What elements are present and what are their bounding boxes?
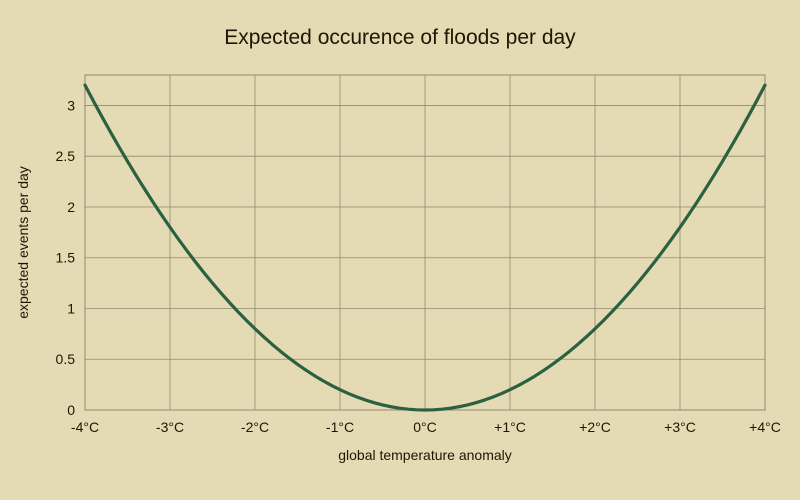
x-tick-label: +1°C bbox=[494, 419, 526, 435]
x-tick-label: -3°C bbox=[156, 419, 184, 435]
x-tick-label: +2°C bbox=[579, 419, 611, 435]
y-tick-label: 2.5 bbox=[56, 148, 76, 164]
x-tick-label: -2°C bbox=[241, 419, 269, 435]
x-tick-label: 0°C bbox=[413, 419, 437, 435]
y-tick-label: 2 bbox=[67, 199, 75, 215]
chart-container: -4°C -3°C -2°C -1°C 0°C +1°C +2°C +3°C +4°C 0 0.5 1… bbox=[0, 0, 800, 500]
x-tick-label: -4°C bbox=[71, 419, 99, 435]
chart-title: Expected occurence of floods per day bbox=[224, 26, 576, 49]
y-tick-label: 0 bbox=[67, 402, 75, 418]
y-tick-label: 0.5 bbox=[56, 351, 76, 367]
x-tick-label: +4°C bbox=[749, 419, 781, 435]
y-tick-label: 1.5 bbox=[56, 250, 76, 266]
x-axis-label: global temperature anomaly bbox=[338, 447, 512, 463]
chart-svg: -4°C -3°C -2°C -1°C 0°C +1°C +2°C +3°C +4°C 0 0.5 1… bbox=[0, 0, 800, 500]
x-tick-label: -1°C bbox=[326, 419, 354, 435]
x-tick-label: +3°C bbox=[664, 419, 696, 435]
y-tick-label: 3 bbox=[67, 97, 75, 113]
y-axis-label: expected events per day bbox=[15, 166, 31, 319]
y-tick-label: 1 bbox=[67, 300, 75, 316]
